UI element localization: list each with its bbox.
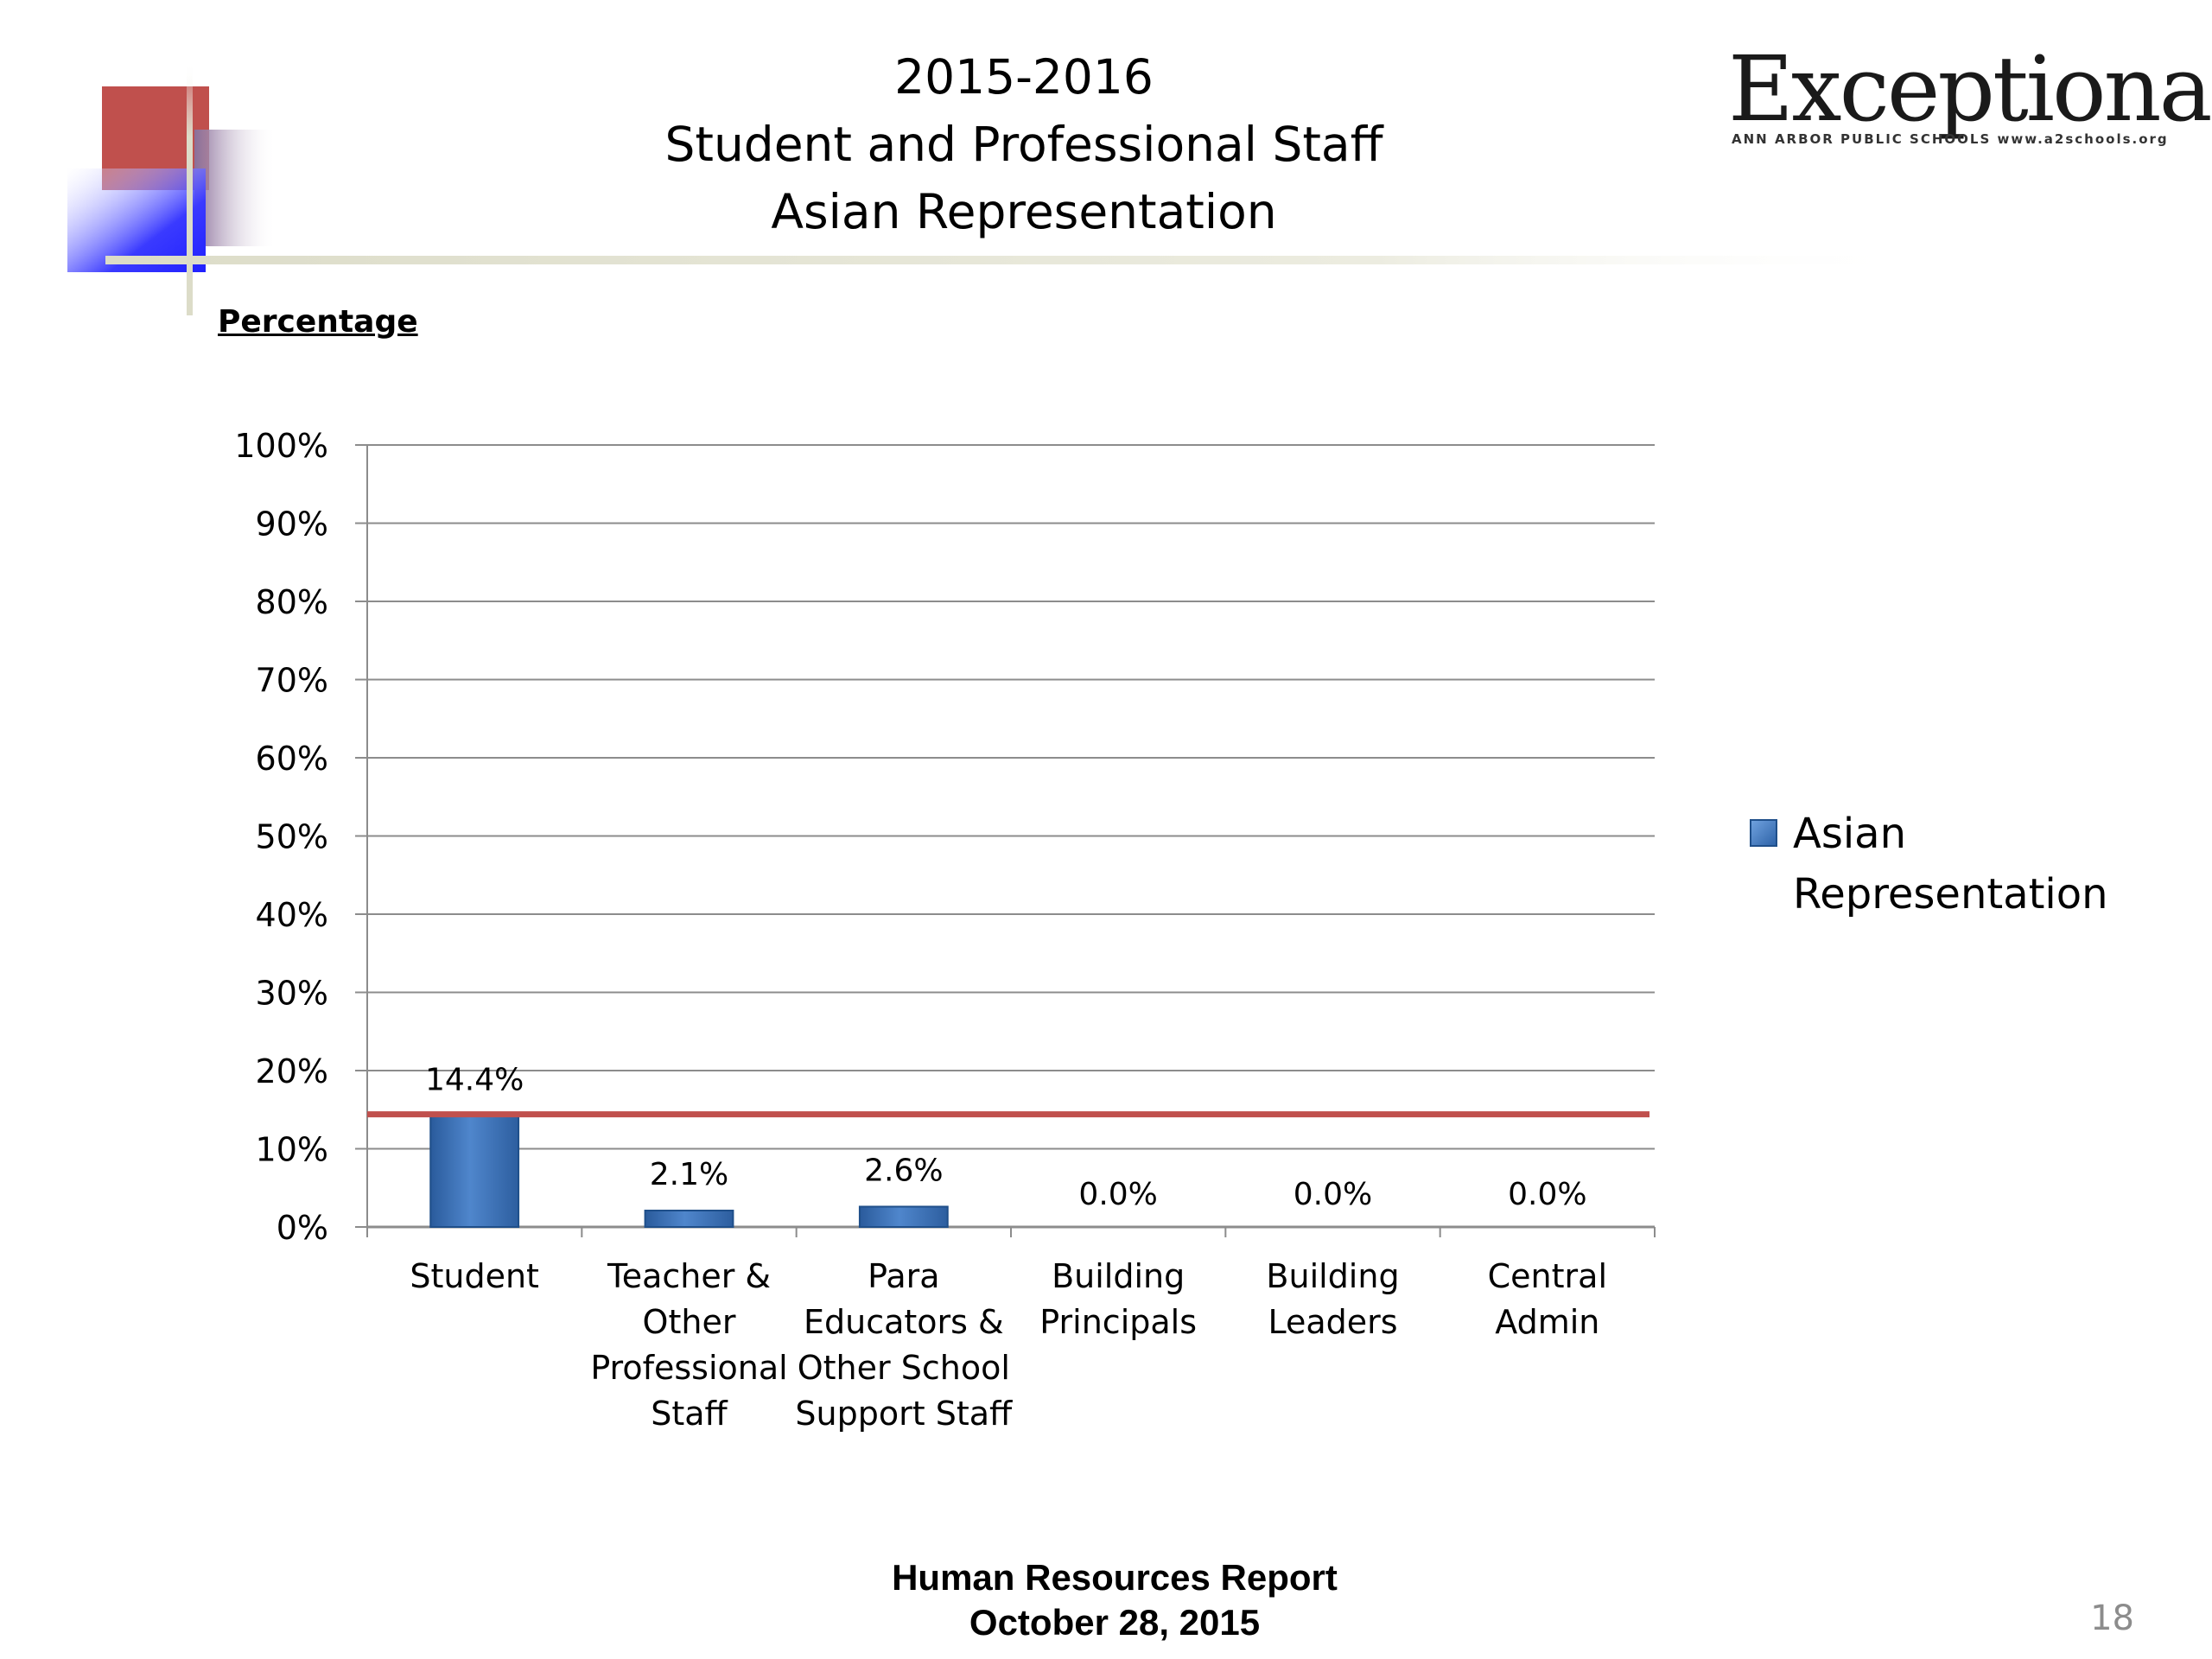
gridlines — [355, 444, 1655, 1150]
y-tick-label: 10% — [256, 1131, 328, 1169]
data-label-1: 2.1% — [650, 1157, 728, 1192]
bar-1 — [644, 1209, 734, 1228]
tick-labels: 0% 10% 20% 30% 40% 50% 60% 70% 80% 90% 100% Student… — [234, 427, 1607, 1433]
title-line-year: 2015-2016 — [894, 49, 1154, 105]
legend-label-line-1: Asian — [1793, 810, 1907, 858]
data-labels: 14.4% 2.1% 2.6% 0.0% 0.0% 0.0% — [425, 1063, 1587, 1212]
x-tick-label-2: Para — [868, 1257, 939, 1295]
aaps-logo: Exceptional ANN ARBOR PUBLIC SCHOOLS www… — [1728, 41, 2212, 154]
x-tick-label-4: Leaders — [1268, 1303, 1397, 1341]
title-line-subject: Student and Professional Staff — [664, 117, 1383, 172]
x-tick-label-2: Support Staff — [795, 1395, 1013, 1433]
y-tick-label: 50% — [256, 818, 328, 856]
x-tick-label-1: Other — [643, 1303, 736, 1341]
page-number: 18 — [2090, 1599, 2134, 1638]
data-label-3: 0.0% — [1078, 1177, 1157, 1212]
axes — [355, 444, 1656, 1237]
deco-vertical-line — [187, 60, 193, 315]
y-tick-label: 60% — [256, 740, 328, 778]
deco-purple-square — [194, 130, 276, 246]
bar-chart: 14.4% 2.1% 2.6% 0.0% 0.0% 0.0% 0% 10% 20% 30% 40%… — [234, 427, 1656, 1433]
title-line-topic: Asian Representation — [771, 184, 1277, 239]
footer-report-name: Human Resources Report — [892, 1557, 1338, 1598]
y-tick-label: 0% — [276, 1209, 328, 1247]
bar-2 — [858, 1205, 949, 1228]
x-tick-label-5: Central — [1488, 1257, 1607, 1295]
footer-date: October 28, 2015 — [969, 1602, 1261, 1643]
y-tick-label: 30% — [256, 975, 328, 1013]
y-axis-caption: Percentage — [218, 304, 418, 340]
x-tick-label-1: Teacher & — [607, 1257, 771, 1295]
data-label-0: 14.4% — [425, 1063, 524, 1098]
decorative-corner-graphic — [67, 60, 1920, 315]
legend-label-line-2: Representation — [1793, 870, 2108, 918]
x-tick-label-1: Professional — [590, 1349, 787, 1387]
y-tick-label: 100% — [234, 427, 328, 465]
legend-label: Asian Representation — [1793, 804, 2156, 925]
x-tick-label-2: Other School — [798, 1349, 1010, 1387]
x-tick-label-3: Principals — [1039, 1303, 1197, 1341]
deco-blue-square — [67, 168, 206, 272]
x-tick-label-3: Building — [1052, 1257, 1185, 1295]
logo-wordmark: Exceptional — [1728, 36, 2212, 142]
x-tick-label-1: Staff — [651, 1395, 728, 1433]
y-tick-label: 40% — [256, 896, 328, 934]
bar-0 — [429, 1113, 520, 1229]
x-tick-label-0: Student — [410, 1257, 539, 1295]
data-label-2: 2.6% — [864, 1153, 943, 1188]
x-tick-label-4: Building — [1266, 1257, 1399, 1295]
data-label-4: 0.0% — [1294, 1177, 1372, 1212]
y-tick-label: 20% — [256, 1052, 328, 1090]
y-tick-label: 80% — [256, 583, 328, 621]
x-tick-label-2: Educators & — [804, 1303, 1004, 1341]
data-label-5: 0.0% — [1508, 1177, 1586, 1212]
slide-footer: Human Resources Report October 28, 2015 — [778, 1555, 1452, 1645]
logo-tagline: ANN ARBOR PUBLIC SCHOOLS www.a2schools.o… — [1732, 131, 2169, 147]
slide-title: 2015-2016 Student and Professional Staff… — [536, 43, 1512, 245]
deco-horizontal-line — [105, 256, 1920, 264]
y-tick-label: 90% — [256, 505, 328, 543]
y-tick-label: 70% — [256, 662, 328, 700]
x-tick-label-5: Admin — [1495, 1303, 1599, 1341]
legend-swatch-asian-representation — [1750, 819, 1777, 847]
